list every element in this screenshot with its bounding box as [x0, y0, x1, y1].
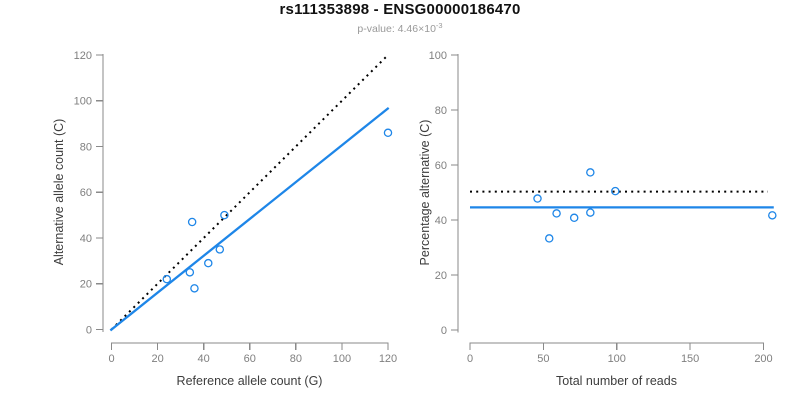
right-plot: 0 20 40 60 80 100 0 50 100 150 200 Total number of … [418, 50, 777, 388]
y-axis-title: Alternative allele count (C) [52, 119, 66, 266]
y-tick-label: 0 [441, 325, 447, 337]
data-point [187, 217, 197, 227]
y-tick-label: 80 [80, 141, 92, 153]
left-plot: 0 20 40 60 80 100 120 0 20 40 60 80 100 120 Reference … [52, 50, 397, 388]
y-axis-title: Percentage alternative (C) [418, 120, 432, 266]
y-tick-label: 40 [435, 215, 447, 227]
y-tick-label: 120 [74, 50, 92, 62]
x-tick-label: 150 [681, 353, 699, 365]
data-point [162, 274, 172, 284]
x-tick-label: 200 [754, 353, 772, 365]
figure-subtitle: p-value: 4.46×10-3 [0, 21, 800, 35]
y-tick-label: 40 [80, 233, 92, 245]
data-point [215, 245, 225, 254]
data-point [204, 258, 213, 268]
x-tick-label: 100 [333, 353, 351, 365]
data-point [533, 194, 542, 203]
data-point [220, 210, 229, 220]
x-axis-title: Reference allele count (G) [177, 374, 323, 388]
identity-dotted-line [110, 55, 388, 331]
data-point [552, 209, 561, 218]
x-tick-label: 60 [244, 353, 256, 365]
x-axis-title: Total number of reads [556, 374, 677, 388]
y-tick-label: 80 [435, 105, 447, 117]
fitted-ratio-line [109, 106, 390, 332]
x-tick-label: 50 [537, 353, 549, 365]
data-point [586, 208, 595, 217]
data-point [569, 213, 579, 223]
figure-title: rs111353898 - ENSG00000186470 [279, 1, 521, 18]
y-tick-label: 100 [429, 50, 447, 62]
data-point [768, 211, 777, 220]
data-point [190, 284, 199, 293]
y-tick-label: 60 [435, 160, 447, 172]
data-point [185, 268, 195, 277]
pvalue-exponent: -3 [435, 21, 443, 30]
y-tick-label: 0 [86, 324, 92, 336]
y-tick-label: 60 [80, 187, 92, 199]
pvalue-text: p-value: 4.46×10 [357, 23, 436, 35]
x-tick-label: 120 [379, 353, 397, 365]
data-point [586, 168, 595, 177]
data-point [544, 234, 554, 243]
x-tick-label: 80 [290, 353, 302, 365]
y-tick-label: 20 [80, 279, 92, 291]
x-tick-label: 40 [198, 353, 210, 365]
y-tick-label: 20 [435, 270, 447, 282]
x-tick-label: 20 [151, 353, 163, 365]
x-tick-label: 100 [608, 353, 626, 365]
x-tick-label: 0 [467, 353, 473, 365]
data-point [611, 186, 620, 196]
y-tick-label: 100 [74, 96, 92, 108]
x-tick-label: 0 [108, 353, 114, 365]
data-point [383, 128, 393, 138]
